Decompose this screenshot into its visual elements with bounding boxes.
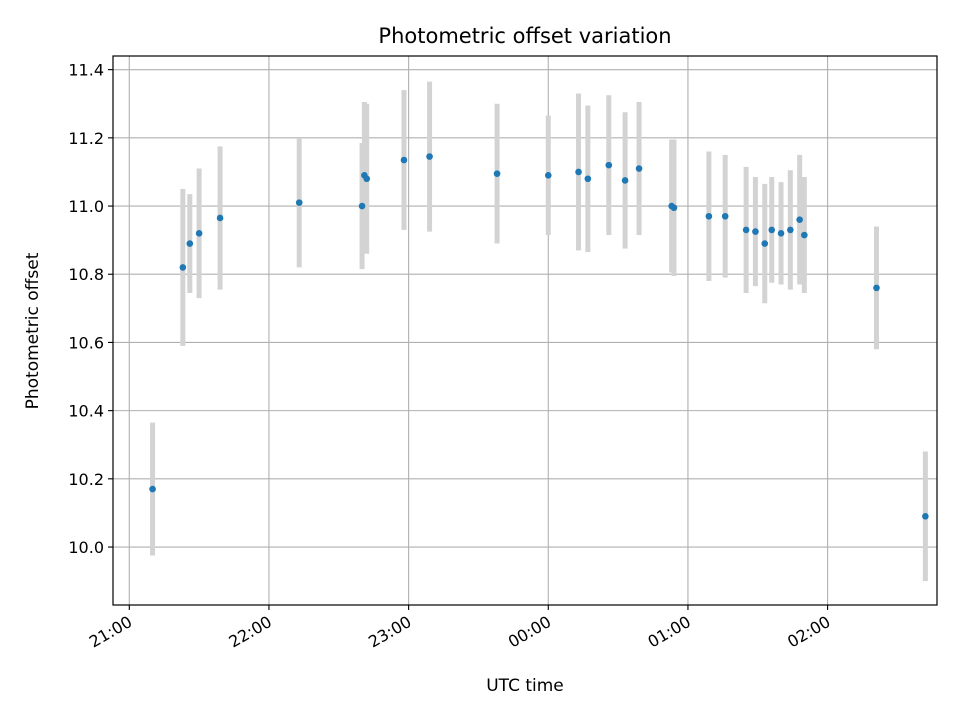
chart-title: Photometric offset variation bbox=[378, 24, 671, 48]
y-tick-label: 10.8 bbox=[68, 265, 104, 284]
data-point bbox=[363, 175, 371, 183]
data-point bbox=[216, 214, 224, 222]
data-point bbox=[742, 226, 750, 234]
y-tick-label: 10.0 bbox=[68, 538, 104, 557]
x-tick-label: 02:00 bbox=[784, 612, 833, 652]
data-point bbox=[605, 161, 613, 169]
data-point bbox=[705, 212, 713, 220]
data-point bbox=[635, 165, 643, 172]
plot-frame bbox=[112, 55, 938, 606]
data-point bbox=[575, 168, 582, 176]
point-layer bbox=[149, 153, 929, 520]
data-point bbox=[584, 175, 592, 183]
x-tick-layer: 21:00 22:00 23:00 00:00 01:00 02:00 bbox=[86, 605, 834, 652]
y-tick-label: 11.0 bbox=[68, 197, 104, 216]
grid-layer bbox=[113, 56, 937, 605]
data-point bbox=[873, 284, 880, 292]
x-tick-label: 21:00 bbox=[86, 612, 135, 652]
data-point bbox=[752, 228, 759, 235]
data-point bbox=[670, 204, 678, 212]
x-tick-label: 00:00 bbox=[505, 612, 554, 652]
x-tick-label: 22:00 bbox=[226, 612, 275, 652]
y-tick-label: 11.4 bbox=[68, 61, 104, 80]
data-point bbox=[801, 231, 808, 239]
data-point bbox=[400, 156, 408, 164]
data-point bbox=[358, 202, 366, 210]
data-point bbox=[544, 172, 552, 179]
data-point bbox=[295, 199, 303, 206]
y-tick-layer: 10.0 10.2 10.4 10.6 10.8 11.0 11.2 11.4 bbox=[68, 61, 113, 557]
x-axis-label: UTC time bbox=[486, 676, 564, 696]
x-tick-label: 23:00 bbox=[365, 612, 414, 652]
data-point bbox=[186, 240, 194, 247]
y-tick-label: 10.4 bbox=[68, 402, 104, 421]
data-point bbox=[922, 513, 929, 520]
y-tick-label: 10.2 bbox=[68, 470, 104, 489]
data-point bbox=[493, 170, 501, 177]
y-axis-label: Photometric offset bbox=[23, 252, 43, 409]
data-point bbox=[426, 153, 433, 160]
data-point bbox=[796, 216, 803, 223]
data-point bbox=[721, 212, 729, 220]
data-point bbox=[787, 226, 794, 234]
x-tick-label: 01:00 bbox=[645, 612, 694, 652]
y-tick-label: 10.6 bbox=[68, 333, 104, 352]
data-point bbox=[179, 264, 187, 271]
data-point bbox=[621, 177, 629, 184]
data-point bbox=[149, 485, 156, 493]
data-point bbox=[768, 226, 776, 234]
data-point bbox=[761, 240, 769, 247]
y-tick-label: 11.2 bbox=[68, 129, 104, 148]
data-point bbox=[777, 230, 785, 237]
data-point bbox=[195, 230, 203, 237]
